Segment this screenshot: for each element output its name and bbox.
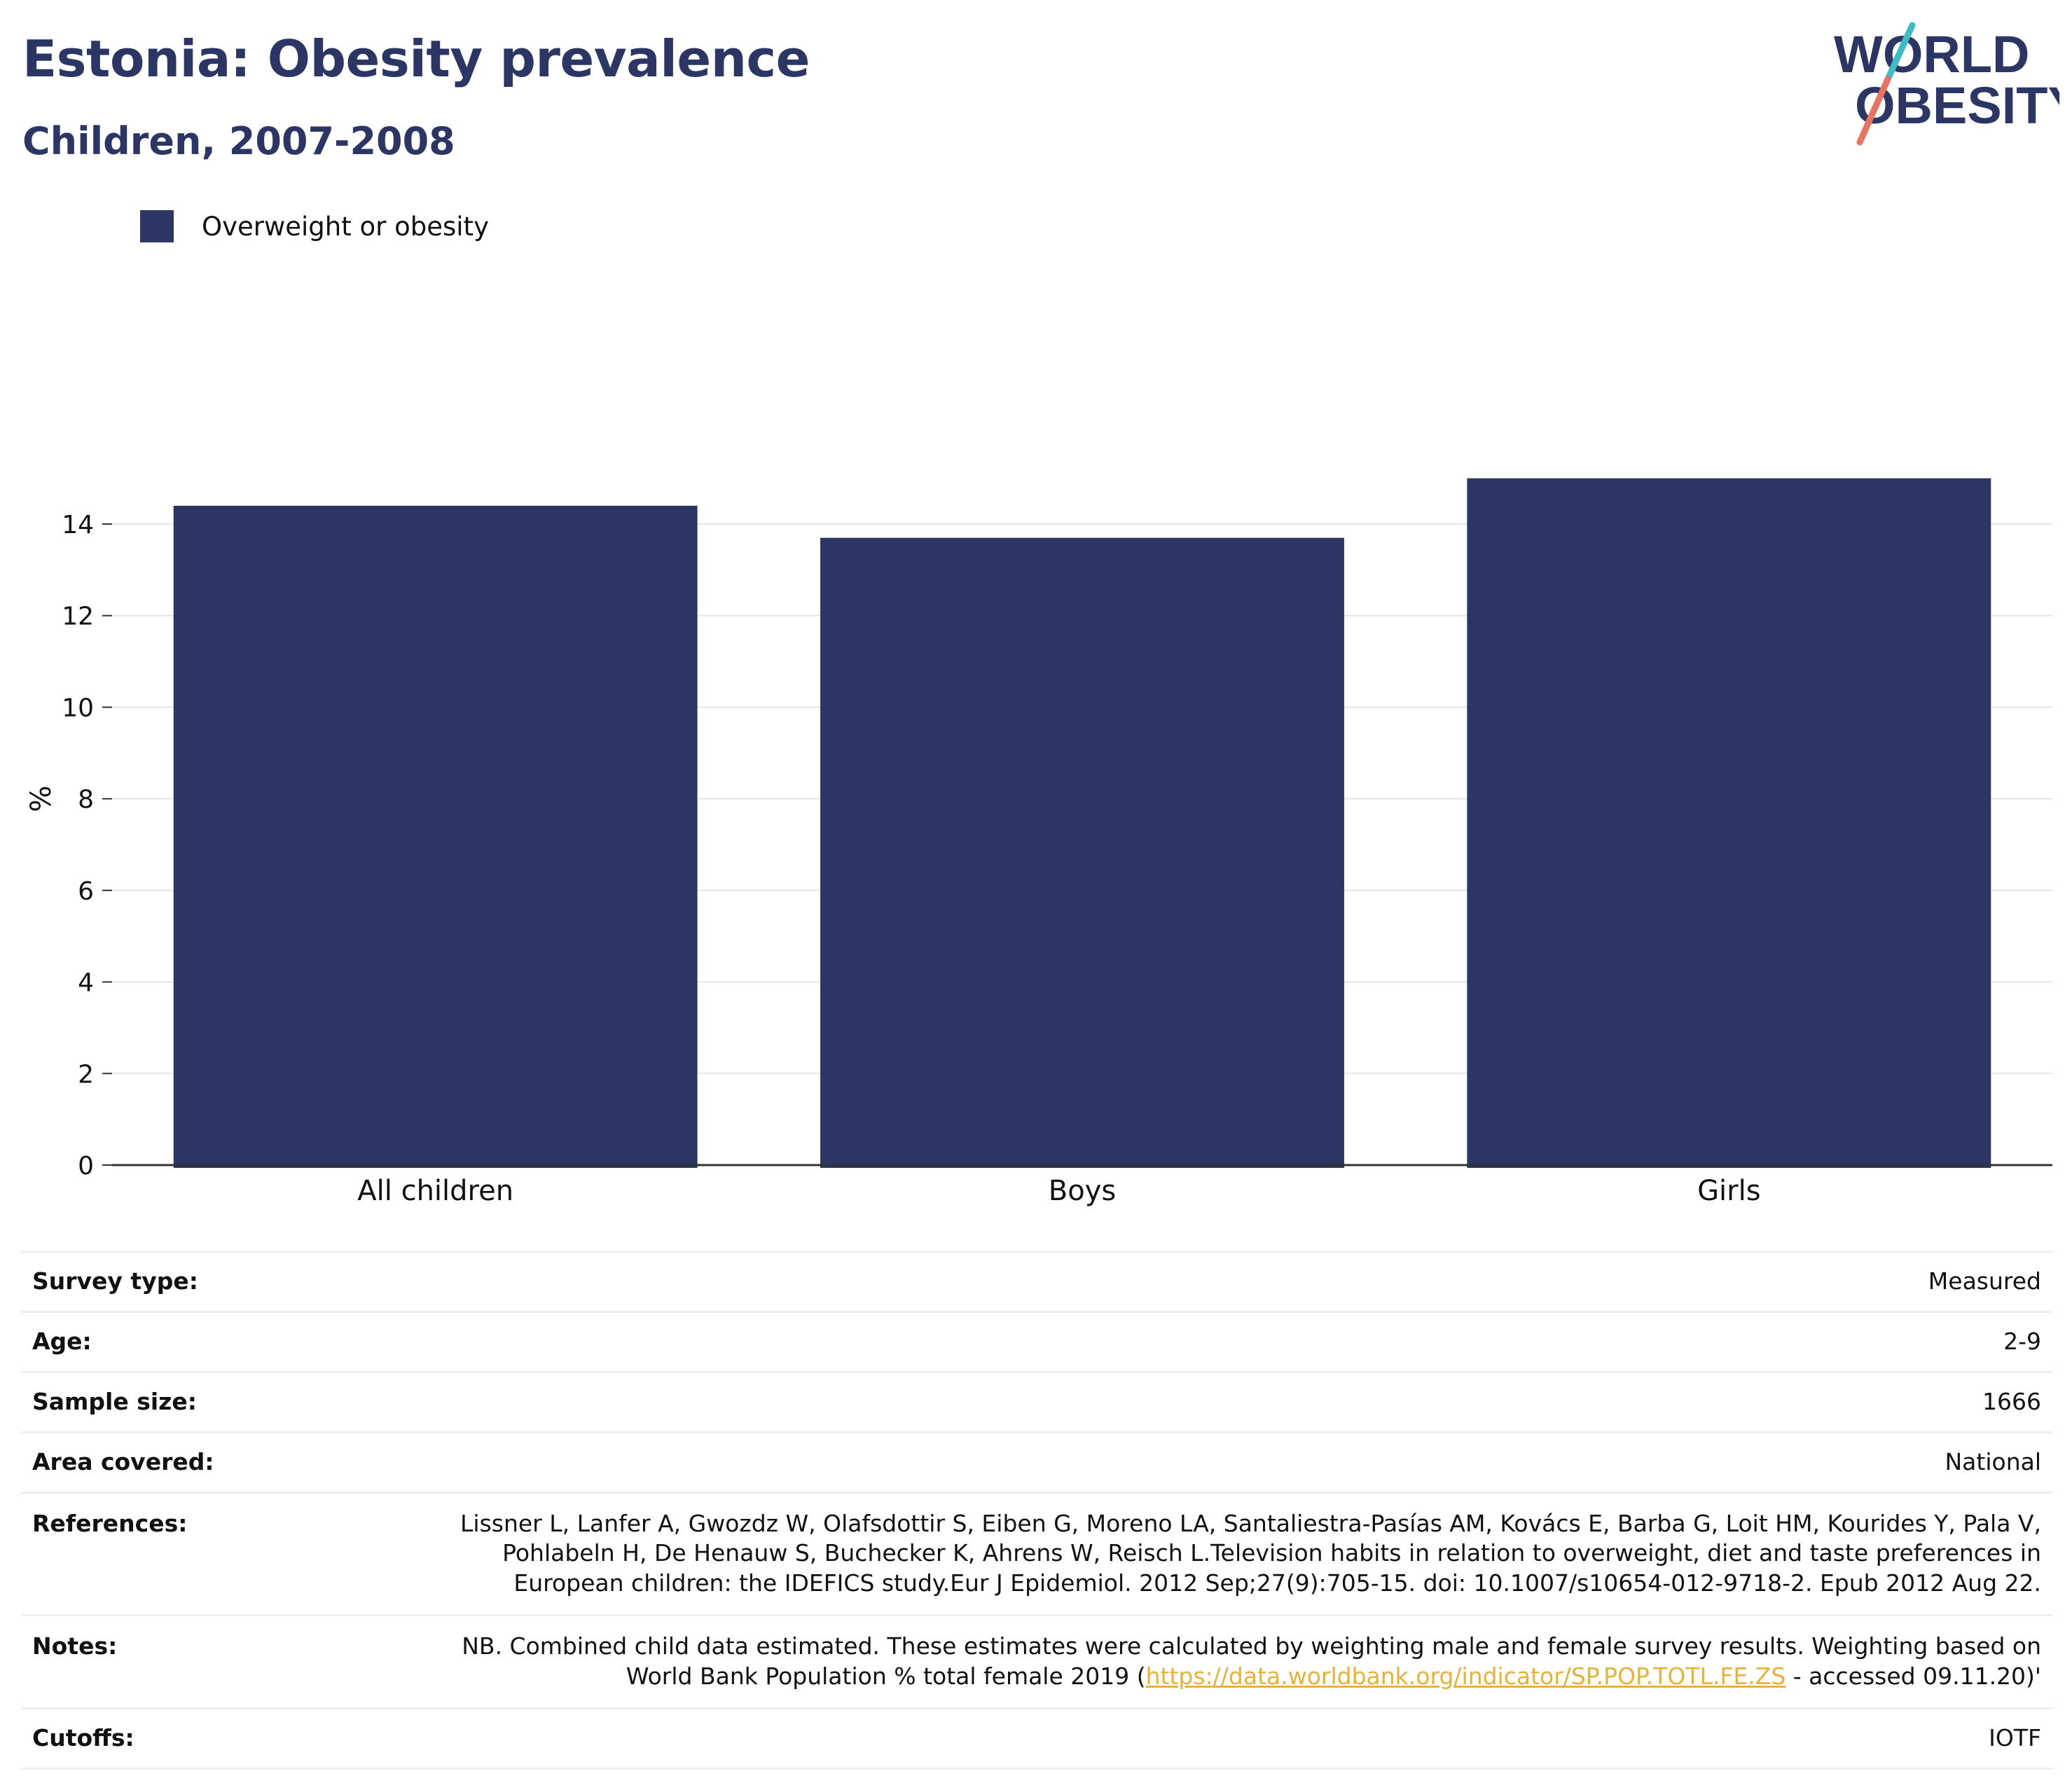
info-value: Measured	[408, 1251, 2052, 1313]
x-tick-label: Boys	[1049, 1175, 1116, 1207]
info-label: Survey type:	[21, 1251, 408, 1313]
info-label: Age:	[21, 1310, 408, 1373]
info-row-survey-type: Survey type: Measured	[21, 1251, 2052, 1313]
info-label: Sample size:	[21, 1370, 408, 1433]
info-value: 1666	[408, 1370, 2052, 1433]
notes-text-after: - accessed 09.11.20)'	[1786, 1662, 2041, 1691]
logo-line2: OBESITY	[1855, 76, 2059, 135]
legend: Overweight or obesity	[140, 209, 489, 244]
info-value: National	[408, 1431, 2052, 1494]
world-obesity-logo: WORLD OBESITY	[1834, 22, 2059, 146]
survey-info-table: Survey type: Measured Age: 2-9 Sample si…	[21, 1251, 2052, 1770]
info-value: NB. Combined child data estimated. These…	[408, 1614, 2052, 1710]
y-tick-label: 8	[78, 785, 94, 814]
y-tick-label: 2	[78, 1060, 94, 1089]
info-label: Notes:	[21, 1614, 408, 1710]
x-tick-label: All children	[357, 1175, 513, 1207]
bar	[820, 537, 1344, 1168]
info-label: References:	[21, 1491, 408, 1617]
logo-slash-bottom	[1856, 76, 1891, 146]
y-axis-title: %	[25, 785, 57, 812]
y-tick-label: 6	[78, 877, 94, 906]
bar	[173, 505, 698, 1168]
info-row-sample-size: Sample size: 1666	[21, 1370, 2052, 1433]
bar	[1467, 478, 1991, 1168]
info-value: IOTF	[408, 1707, 2052, 1770]
info-label: Area covered:	[21, 1431, 408, 1494]
info-value: Lissner L, Lanfer A, Gwozdz W, Olafsdott…	[408, 1491, 2052, 1617]
y-tick-label: 0	[78, 1152, 94, 1180]
y-tick-label: 14	[62, 511, 94, 539]
info-row-references: References: Lissner L, Lanfer A, Gwozdz …	[21, 1491, 2052, 1617]
legend-label: Overweight or obesity	[202, 211, 489, 242]
y-tick-label: 10	[62, 694, 94, 722]
legend-swatch	[140, 210, 174, 242]
info-row-notes: Notes: NB. Combined child data estimated…	[21, 1614, 2052, 1710]
bar-chart: 0 2 4 6 8 10 12 14% All children Boys Girls	[25, 478, 2052, 1207]
info-row-area-covered: Area covered: National	[21, 1431, 2052, 1494]
chart-subtitle: Children, 2007-2008	[22, 119, 455, 163]
logo-slash-top	[1884, 22, 1916, 83]
chart-title: Estonia: Obesity prevalence	[22, 29, 810, 88]
info-row-age: Age: 2-9	[21, 1310, 2052, 1373]
info-label: Cutoffs:	[21, 1707, 408, 1770]
x-tick-label: Girls	[1697, 1175, 1761, 1207]
y-tick-label: 4	[78, 969, 94, 998]
info-row-cutoffs: Cutoffs: IOTF	[21, 1707, 2052, 1770]
logo-line1: WORLD	[1834, 25, 2030, 83]
info-value: 2-9	[408, 1310, 2052, 1373]
notes-text: NB. Combined child data estimated. These…	[462, 1632, 2041, 1691]
y-tick-label: 12	[62, 603, 94, 631]
worldbank-link[interactable]: https://data.worldbank.org/indicator/SP.…	[1145, 1662, 1786, 1691]
